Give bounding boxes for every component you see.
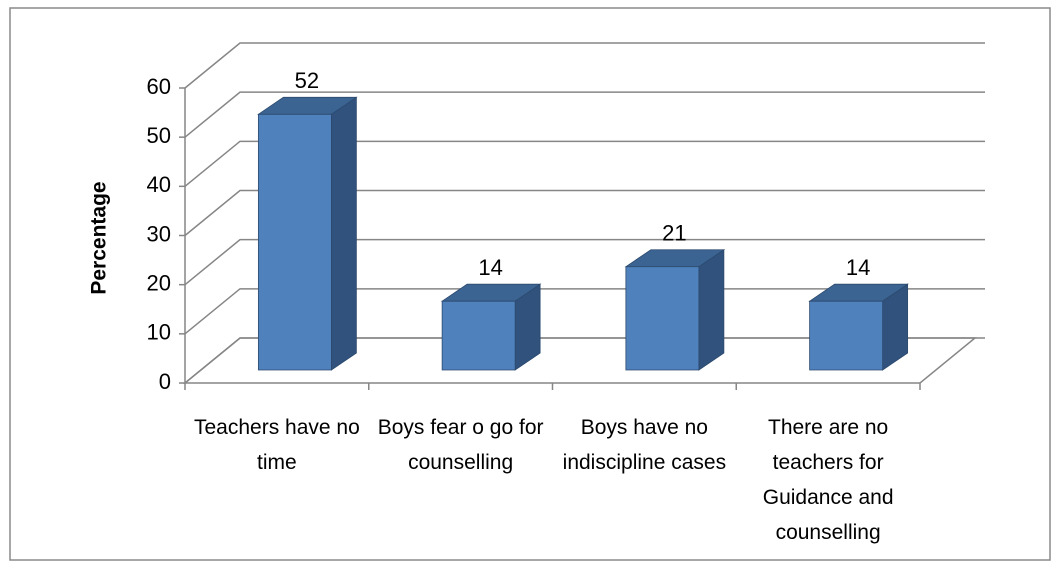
- grid-line: [184, 288, 985, 335]
- bar-front: [809, 300, 884, 371]
- bar: [440, 283, 542, 371]
- bar-side: [698, 248, 725, 371]
- x-tick-label: Boys fear o go for counselling: [377, 416, 544, 474]
- grid-line: [184, 189, 985, 237]
- x-tick-label: Boys have no indiscipline cases: [562, 416, 727, 474]
- grid-line: [184, 91, 985, 138]
- bar: [808, 283, 909, 371]
- x-tick-label: Teachers have no time: [193, 416, 360, 474]
- grid-line: [184, 140, 985, 187]
- y-tick-label: 60: [147, 74, 171, 99]
- bar-front: [625, 266, 700, 371]
- bar-front: [257, 113, 332, 371]
- y-tick-label: 50: [147, 123, 171, 148]
- value-label: 52: [295, 68, 319, 93]
- value-label: 14: [478, 255, 502, 280]
- grid-line: [184, 337, 985, 384]
- bar-side: [330, 96, 357, 371]
- grid-line: [184, 42, 985, 89]
- value-label: 21: [662, 221, 686, 246]
- y-tick-label: 30: [147, 221, 171, 246]
- y-tick-label: 40: [147, 172, 171, 197]
- bar: [257, 96, 358, 371]
- y-axis-title: Percentage: [88, 181, 111, 294]
- bar: [624, 248, 726, 371]
- value-label: 14: [846, 255, 870, 280]
- bar-front: [441, 300, 516, 371]
- y-tick-label: 20: [147, 270, 171, 295]
- y-tick-label: 0: [159, 369, 171, 394]
- grid-line: [184, 238, 985, 286]
- x-tick-label: There are no teachers for Guidance and c…: [762, 416, 894, 544]
- y-tick-label: 10: [147, 320, 171, 345]
